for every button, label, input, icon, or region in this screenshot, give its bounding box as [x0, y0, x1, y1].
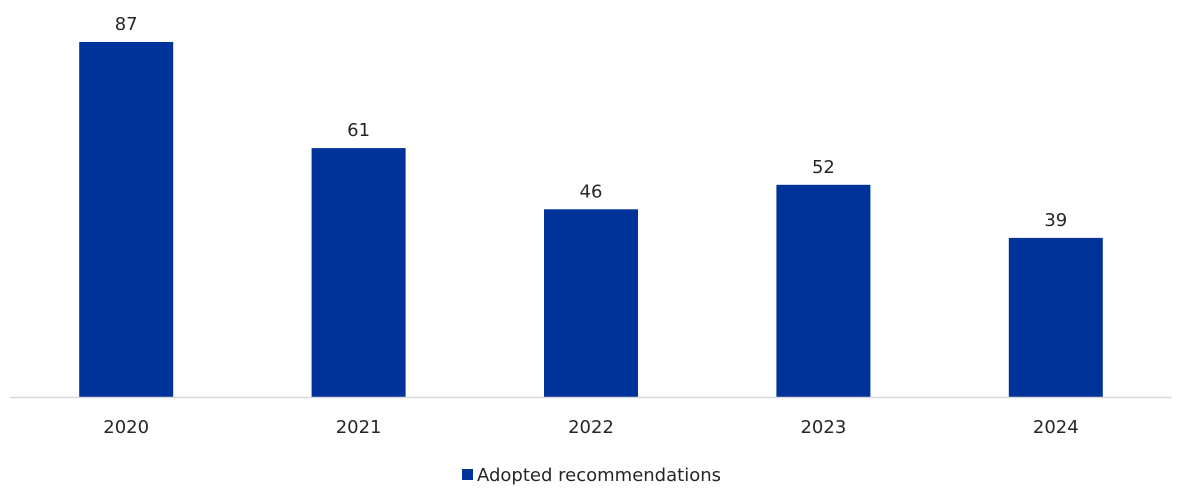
value-labels-group: 87 61 46 52 39 [115, 14, 1068, 231]
legend-swatch [462, 469, 473, 480]
x-tick-labels-group: 2020 2021 2022 2023 2024 [103, 417, 1078, 438]
legend-label: Adopted recommendations [477, 465, 721, 486]
bars-group [79, 42, 1103, 397]
bar-2021 [311, 148, 406, 397]
x-tick-label-2022: 2022 [568, 417, 614, 438]
x-tick-label-2020: 2020 [103, 417, 149, 438]
bar-2024 [1008, 237, 1103, 397]
x-tick-label-2021: 2021 [336, 417, 382, 438]
x-tick-label-2024: 2024 [1033, 417, 1079, 438]
data-label-2022: 46 [580, 181, 603, 202]
data-label-2021: 61 [347, 120, 370, 141]
bar-2020 [79, 42, 174, 397]
data-label-2020: 87 [115, 14, 138, 35]
data-label-2024: 39 [1044, 210, 1067, 231]
data-label-2023: 52 [812, 157, 835, 178]
legend: Adopted recommendations [462, 465, 721, 486]
bar-2022 [544, 209, 638, 397]
x-tick-label-2023: 2023 [800, 417, 846, 438]
bar-2023 [776, 184, 871, 397]
